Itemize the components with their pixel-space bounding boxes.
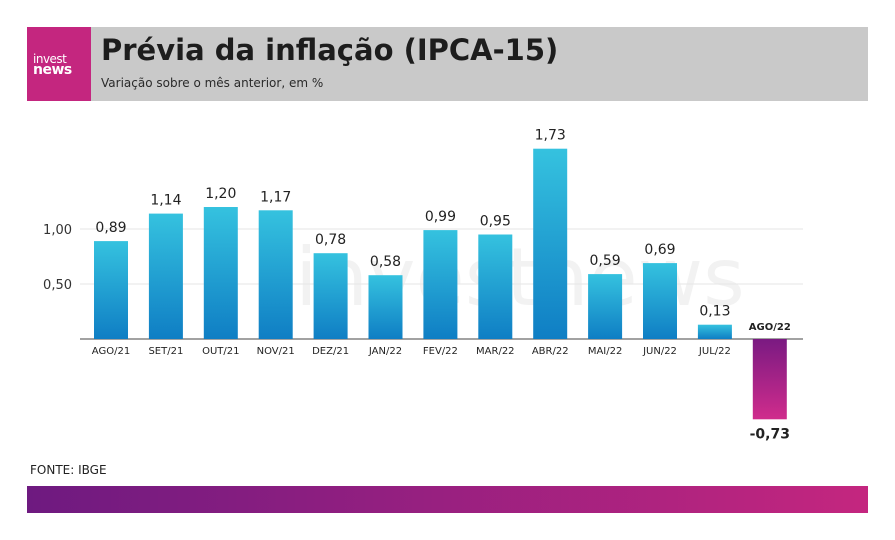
data-label: 0,95 [480, 214, 511, 230]
bar-jun-22 [643, 263, 677, 339]
bar-fev-22 [423, 230, 458, 339]
x-tick-label: AGO/22 [749, 322, 791, 333]
x-tick-label: JUL/22 [698, 346, 731, 357]
header-bar [27, 27, 868, 101]
investnews-logo: invest news [27, 27, 91, 101]
data-label: 0,78 [315, 232, 346, 248]
bar-set-21 [148, 213, 183, 339]
x-tick-label: OUT/21 [202, 346, 239, 357]
source-note: FONTE: IBGE [30, 463, 107, 477]
watermark-text: investnews [295, 231, 745, 324]
x-tick-label: JUN/22 [642, 346, 677, 357]
bar-abr-22 [533, 148, 568, 339]
data-label: 0,58 [370, 254, 401, 270]
bar-jan-22 [368, 275, 403, 339]
bar-out-21 [203, 207, 238, 339]
x-tick-label: DEZ/21 [312, 346, 349, 357]
x-tick-label: SET/21 [148, 346, 183, 357]
logo-text-top: invest [33, 52, 67, 66]
bar-nov-21 [258, 210, 293, 339]
data-label: 0,69 [644, 242, 675, 258]
x-tick-label: NOV/21 [257, 346, 295, 357]
data-label: 1,73 [535, 128, 566, 144]
x-tick-label: JAN/22 [368, 346, 402, 357]
data-label: 0,59 [590, 253, 621, 269]
chart-subtitle: Variação sobre o mês anterior, em % [101, 76, 324, 90]
bar-dez-21 [313, 253, 348, 339]
data-label: 0,99 [425, 209, 456, 225]
x-tick-label: AGO/21 [92, 346, 130, 357]
data-label: 1,20 [205, 186, 236, 202]
bar-jul-22 [697, 324, 732, 339]
x-tick-label: ABR/22 [532, 346, 569, 357]
x-tick-label: MAI/22 [588, 346, 623, 357]
x-tick-label: FEV/22 [423, 346, 458, 357]
bar-mai-22 [588, 274, 623, 339]
bar-mar-22 [478, 234, 513, 339]
bar-ago-22 [752, 339, 787, 420]
data-label: 0,89 [95, 220, 126, 236]
bar-ago-21 [94, 241, 128, 339]
logo-text-bottom: news [33, 62, 72, 78]
data-label: -0,73 [750, 426, 790, 442]
data-label: 1,14 [150, 193, 181, 209]
data-label: 0,13 [699, 304, 730, 320]
x-tick-label: MAR/22 [476, 346, 515, 357]
y-tick-label: 0,50 [43, 278, 72, 293]
footer-gradient-bar [27, 486, 868, 513]
data-label: 1,17 [260, 189, 291, 205]
chart-title: Prévia da inflação (IPCA-15) [101, 33, 559, 67]
y-tick-label: 1,00 [43, 223, 72, 238]
